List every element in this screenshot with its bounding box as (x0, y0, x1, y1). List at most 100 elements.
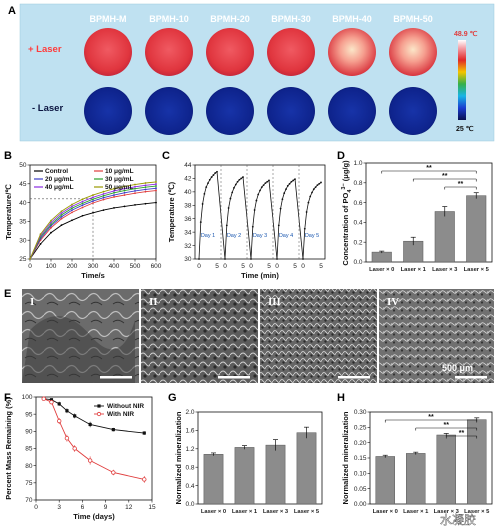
data-point-b-4-6 (92, 198, 94, 201)
significance-label-h-2: ** (444, 422, 450, 429)
x-tick-label-f-2: 6 (81, 504, 85, 511)
cycle-label-c-2: Day 2 (227, 233, 241, 239)
data-point-b-5-4 (71, 205, 73, 208)
data-point-b-4-4 (71, 207, 73, 210)
data-point-c-2-0 (224, 258, 226, 260)
y-tick-label-c-4: 38 (184, 202, 192, 209)
data-point-c-4-3 (281, 198, 284, 201)
data-point-b-6-2 (50, 219, 52, 222)
y-tick-label-d-0: 0.0 (353, 259, 362, 266)
data-point-b-5-12 (155, 183, 157, 186)
data-point-b-1-12 (155, 201, 157, 204)
y-tick-label-b-1: 30 (19, 237, 27, 244)
x-tick-label-h-1: Laser × 1 (403, 509, 429, 515)
data-point-b-1-1 (39, 243, 42, 245)
x-tick-label-b-1: 100 (46, 263, 57, 270)
bar-d-3 (434, 211, 455, 263)
data-point-b-3-12 (155, 187, 157, 190)
bar-g-1 (203, 454, 224, 505)
thermal-disk-plus-laser-2 (145, 28, 193, 76)
data-point-b-3-4 (71, 209, 73, 212)
data-point-c-1-3 (203, 192, 206, 195)
y-tick-label-h-1: 0.05 (354, 486, 367, 493)
y-tick-label-d-4: 0.8 (353, 180, 362, 187)
data-point-c-2-9 (240, 177, 243, 180)
data-point-b-2-7 (102, 198, 105, 201)
plot-frame-f (35, 396, 153, 501)
data-point-b-5-7 (102, 193, 105, 195)
y-tick-label-h-3: 0.15 (354, 455, 367, 462)
data-point-c-3-1 (251, 225, 254, 228)
data-point-c-5-10 (320, 181, 322, 184)
y-axis-label-g: Normalized mineralization (174, 411, 183, 504)
panel-h-label: H (337, 392, 345, 404)
data-point-b-3-10 (134, 190, 136, 192)
data-point-b-5-6 (92, 196, 94, 199)
legend-entry-b-4: 30 μg/mL (105, 176, 134, 183)
y-tick-label-c-3: 36 (184, 216, 192, 223)
data-point-b-6-0 (29, 258, 31, 260)
data-point-b-2-8 (113, 196, 115, 198)
x-tick-label-d-0: Laser × 0 (369, 267, 394, 273)
bar-h-1 (375, 456, 395, 505)
thermal-disk-minus-laser-6 (389, 87, 437, 135)
x-tick-label-c-5: 5 (267, 263, 271, 270)
x-axis-label-b: Time/s (81, 271, 105, 280)
plot-frame-d (365, 162, 493, 263)
data-point-b-1-10 (134, 203, 136, 206)
legend-entry-f-2: With NIR (107, 411, 134, 418)
data-point-f-2-3 (64, 436, 70, 441)
data-point-c-2-5 (233, 186, 235, 189)
sample-header-5: BPMH-40 (332, 14, 372, 24)
data-point-c-1-5 (207, 182, 209, 185)
x-tick-label-f-0: 0 (34, 504, 38, 511)
data-point-f-1-7 (142, 431, 146, 435)
x-tick-label-d-2: Laser × 3 (432, 267, 458, 273)
x-tick-label-h-0: Laser × 0 (373, 509, 398, 515)
y-tick-label-d-2: 0.4 (353, 220, 362, 227)
y-axis-label-d: Concentration of PO43− (μg/g) (341, 160, 353, 266)
panel-f-label: F (4, 392, 11, 404)
panel-g-label: G (168, 392, 177, 404)
bar-h-4 (467, 419, 487, 505)
panel-a: A BPMH-M BPMH-10 BPMH-20 BPMH-30 BPMH-40 BPMH… (8, 3, 495, 142)
data-point-b-4-11 (144, 186, 147, 189)
data-point-b-1-6 (92, 211, 94, 214)
data-point-c-4-1 (277, 224, 280, 227)
data-point-b-4-9 (123, 189, 126, 192)
bar-h-2 (406, 453, 426, 505)
cycle-label-c-5: Day 5 (305, 233, 319, 239)
data-point-c-2-8 (238, 178, 241, 181)
data-point-c-1-1 (199, 221, 202, 223)
scale-bar-2 (218, 376, 250, 379)
data-point-c-1-0 (198, 258, 200, 260)
data-point-b-3-3 (60, 215, 63, 218)
data-point-b-2-12 (155, 189, 157, 192)
y-tick-label-h-6: 0.30 (354, 409, 367, 416)
data-point-b-5-11 (144, 184, 147, 187)
data-point-f-2-2 (57, 418, 62, 424)
data-point-b-2-9 (123, 194, 126, 196)
scale-bar-3 (338, 376, 370, 379)
legend-marker-f-1 (97, 404, 101, 408)
data-point-c-5-4 (309, 195, 312, 198)
bar-h-3 (436, 434, 456, 505)
thermal-disk-plus-laser-5 (328, 28, 376, 76)
data-point-f-1-2 (57, 402, 61, 406)
panel-a-headers: BPMH-M BPMH-10 BPMH-20 BPMH-30 BPMH-40 BPMH-5… (90, 14, 433, 24)
bar-g-2 (234, 447, 255, 505)
x-tick-label-b-4: 400 (109, 263, 120, 270)
data-point-c-2-7 (236, 180, 239, 183)
y-tick-label-d-1: 0.2 (353, 239, 362, 246)
y-tick-label-b-5: 50 (19, 162, 27, 169)
data-point-c-1-7 (210, 176, 213, 178)
x-axis-label-f: Time (days) (73, 512, 115, 521)
legend-entry-b-2: 10 μg/mL (105, 168, 134, 175)
sem-label-1: I (30, 296, 34, 308)
watermark: 水凝胶 (440, 512, 476, 527)
thermal-disk-plus-laser-1 (84, 28, 132, 76)
y-tick-label-b-0: 25 (19, 256, 27, 263)
